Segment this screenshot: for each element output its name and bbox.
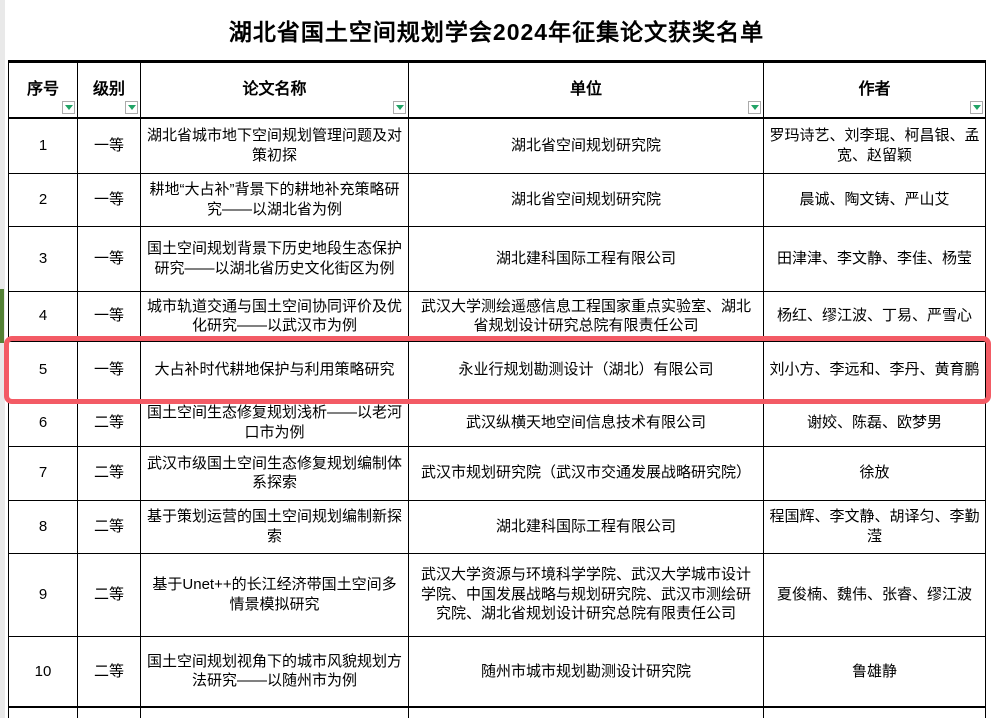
cell-authors[interactable]: 谢姣、陈磊、欧梦男 (763, 398, 986, 447)
cell-authors[interactable]: 刘小方、李远和、李丹、黄育鹏 (763, 340, 986, 400)
cell-org[interactable]: 永业行规划勘测设计（湖北）有限公司 (408, 340, 764, 400)
cell-level[interactable]: 一等 (77, 172, 141, 227)
cell-org[interactable]: 湖北建科国际工程有限公司 (408, 499, 764, 554)
filter-dropdown-button[interactable] (970, 101, 983, 114)
column-header-org[interactable]: 单位 (408, 60, 764, 119)
filter-dropdown-button[interactable] (125, 101, 138, 114)
filter-triangle-icon (64, 105, 73, 110)
cell-authors[interactable]: 罗玛诗艺、刘李琨、柯昌银、孟宽、赵留颖 (763, 117, 986, 174)
table-row: 1 一等 湖北省城市地下空间规划管理问题及对策初探 湖北省空间规划研究院 罗玛诗艺、刘李… (8, 117, 986, 174)
column-header-authors[interactable]: 作者 (763, 60, 986, 119)
cell-empty[interactable] (408, 706, 764, 718)
column-header-title[interactable]: 论文名称 (140, 60, 409, 119)
header-row: 序号 级别 论文名称 单位 作者 (8, 60, 986, 119)
table-row: 5 一等 大占补时代耕地保护与利用策略研究 永业行规划勘测设计（湖北）有限公司 刘小方、… (8, 340, 986, 400)
table-row: 4 一等 城市轨道交通与国土空间协同评价及优化研究——以武汉市为例 武汉大学测绘遥感信… (8, 290, 986, 342)
cell-title[interactable]: 国土空间规划视角下的城市风貌规划方法研究——以随州市为例 (140, 635, 409, 708)
cell-level[interactable]: 二等 (77, 635, 141, 708)
cell-org[interactable]: 湖北建科国际工程有限公司 (408, 225, 764, 292)
page-title: 湖北省国土空间规划学会2024年征集论文获奖名单 (228, 19, 765, 45)
cell-no[interactable]: 3 (8, 225, 78, 292)
cell-no[interactable]: 4 (8, 290, 78, 342)
cell-title[interactable]: 武汉市级国土空间生态修复规划编制体系探索 (140, 445, 409, 501)
column-header-label: 作者 (858, 80, 891, 98)
cell-org[interactable]: 武汉纵横天地空间信息技术有限公司 (408, 398, 764, 447)
cell-title[interactable]: 国土空间规划背景下历史地段生态保护研究——以湖北省历史文化街区为例 (140, 225, 409, 292)
table-row: 6 二等 国土空间生态修复规划浅析——以老河口市为例 武汉纵横天地空间信息技术有限公司… (8, 398, 986, 447)
cell-no[interactable]: 7 (8, 445, 78, 501)
column-header-no[interactable]: 序号 (8, 60, 78, 119)
cell-level[interactable]: 一等 (77, 225, 141, 292)
cell-title[interactable]: 耕地“大占补”背景下的耕地补充策略研究——以湖北省为例 (140, 172, 409, 227)
cell-authors[interactable]: 徐放 (763, 445, 986, 501)
cell-title[interactable]: 基于Unet++的长江经济带国土空间多情景模拟研究 (140, 552, 409, 637)
column-header-level[interactable]: 级别 (77, 60, 141, 119)
filter-triangle-icon (395, 105, 404, 110)
cell-authors[interactable]: 晨诚、陶文铸、严山艾 (763, 172, 986, 227)
cell-level[interactable]: 二等 (77, 552, 141, 637)
cell-no[interactable]: 5 (8, 340, 78, 400)
table-row: 9 二等 基于Unet++的长江经济带国土空间多情景模拟研究 武汉大学资源与环境科学学… (8, 552, 986, 637)
cell-title[interactable]: 城市轨道交通与国土空间协同评价及优化研究——以武汉市为例 (140, 290, 409, 342)
awards-table-grid: 序号 级别 论文名称 单位 作者 1 一等 湖北省城市地下空间规划管理问题及对策初探 湖北省空… (8, 60, 986, 718)
cell-no[interactable]: 6 (8, 398, 78, 447)
cell-title[interactable]: 湖北省城市地下空间规划管理问题及对策初探 (140, 117, 409, 174)
cell-level[interactable]: 二等 (77, 499, 141, 554)
cell-empty[interactable] (763, 706, 986, 718)
filter-triangle-icon (972, 105, 981, 110)
filter-triangle-icon (127, 105, 136, 110)
column-header-label: 论文名称 (242, 80, 307, 98)
cell-no[interactable]: 1 (8, 117, 78, 174)
cell-authors[interactable]: 田津津、李文静、李佳、杨莹 (763, 225, 986, 292)
cell-no[interactable]: 10 (8, 635, 78, 708)
column-header-label: 序号 (26, 80, 59, 98)
filter-dropdown-button[interactable] (748, 101, 761, 114)
cell-empty[interactable] (77, 706, 141, 718)
cell-level[interactable]: 二等 (77, 398, 141, 447)
column-header-label: 级别 (92, 80, 125, 98)
cell-authors[interactable]: 杨红、缪江波、丁易、严雪心 (763, 290, 986, 342)
cell-org[interactable]: 湖北省空间规划研究院 (408, 117, 764, 174)
table-row: 8 二等 基于策划运营的国土空间规划编制新探索 湖北建科国际工程有限公司 程国辉、李文静… (8, 499, 986, 554)
cell-org[interactable]: 湖北省空间规划研究院 (408, 172, 764, 227)
cell-no[interactable]: 2 (8, 172, 78, 227)
cell-level[interactable]: 一等 (77, 340, 141, 400)
filter-dropdown-button[interactable] (393, 101, 406, 114)
table-row: 3 一等 国土空间规划背景下历史地段生态保护研究——以湖北省历史文化街区为例 湖北建科… (8, 225, 986, 292)
cell-org[interactable]: 武汉市规划研究院（武汉市交通发展战略研究院） (408, 445, 764, 501)
cell-level[interactable]: 二等 (77, 445, 141, 501)
cell-org[interactable]: 武汉大学测绘遥感信息工程国家重点实验室、湖北省规划设计研究总院有限责任公司 (408, 290, 764, 342)
cell-org[interactable]: 武汉大学资源与环境科学学院、武汉大学城市设计学院、中国发展战略与规划研究院、武汉… (408, 552, 764, 637)
table-row: 7 二等 武汉市级国土空间生态修复规划编制体系探索 武汉市规划研究院（武汉市交通发展战… (8, 445, 986, 501)
cell-authors[interactable]: 鲁雄静 (763, 635, 986, 708)
cell-title[interactable]: 基于策划运营的国土空间规划编制新探索 (140, 499, 409, 554)
cell-level[interactable]: 一等 (77, 117, 141, 174)
filter-dropdown-button[interactable] (62, 101, 75, 114)
table-row: 2 一等 耕地“大占补”背景下的耕地补充策略研究——以湖北省为例 湖北省空间规划研究院… (8, 172, 986, 227)
awards-table: 序号 级别 论文名称 单位 作者 1 一等 湖北省城市地下空间规划管理问题及对策初探 湖北省空… (8, 60, 986, 718)
cell-authors[interactable]: 夏俊楠、魏伟、张睿、缪江波 (763, 552, 986, 637)
cell-no[interactable]: 9 (8, 552, 78, 637)
cell-level[interactable]: 一等 (77, 290, 141, 342)
cell-title[interactable]: 大占补时代耕地保护与利用策略研究 (140, 340, 409, 400)
cell-title[interactable]: 国土空间生态修复规划浅析——以老河口市为例 (140, 398, 409, 447)
cell-empty[interactable] (140, 706, 409, 718)
filter-triangle-icon (750, 105, 759, 110)
cell-empty[interactable] (8, 706, 78, 718)
table-row: 10 二等 国土空间规划视角下的城市风貌规划方法研究——以随州市为例 随州市城市规划勘… (8, 635, 986, 708)
cell-no[interactable]: 8 (8, 499, 78, 554)
column-header-label: 单位 (569, 80, 602, 98)
cell-org[interactable]: 随州市城市规划勘测设计研究院 (408, 635, 764, 708)
cell-authors[interactable]: 程国辉、李文静、胡译匀、李勤滢 (763, 499, 986, 554)
left-gutter (0, 0, 5, 718)
table-row-empty (8, 706, 986, 718)
